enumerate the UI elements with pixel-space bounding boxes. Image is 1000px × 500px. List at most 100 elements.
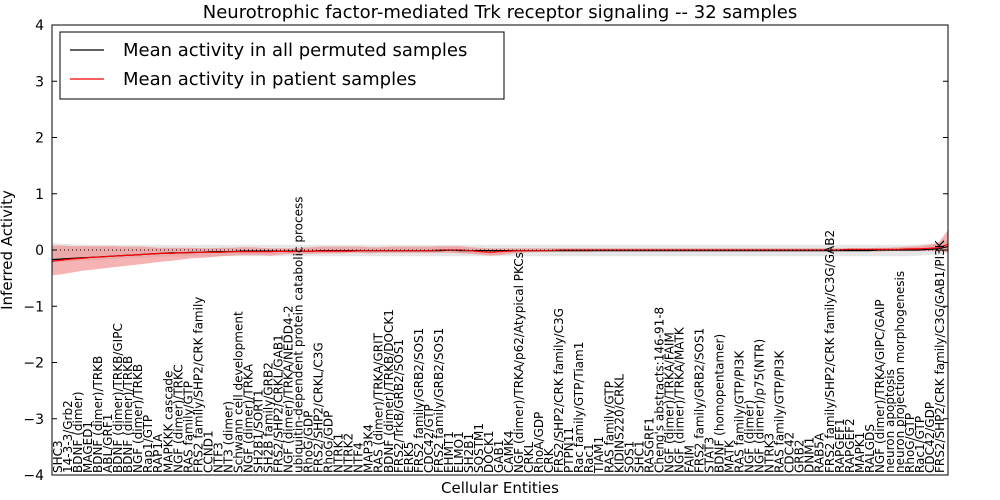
entity-label: CDC42 — [783, 432, 797, 473]
entity-label: FRS2 family/SHP2/CRK family — [191, 297, 205, 473]
entity-label: RAS family/GTP/PI3K — [733, 349, 747, 472]
entity-label: SHC3 — [51, 440, 65, 473]
entity-label: BDNF (dimer)/TRKB — [91, 356, 105, 473]
entity-label: NGF (dimer)/TRKA/NEDD4-2 — [282, 305, 296, 473]
entity-label: FAIM — [682, 445, 696, 473]
entity-label: RASGRF1 — [642, 417, 656, 473]
entity-label: SHC1 — [632, 440, 646, 473]
entity-label: RAP1A — [151, 433, 165, 473]
entity-label: SOS1 — [622, 441, 636, 473]
entity-label: FRS2 family/GRB2/SOS1 — [693, 328, 707, 473]
entity-label: FRS2/SHP2/CRK family/C3G — [552, 308, 566, 473]
y-tick-label: −1 — [23, 299, 44, 315]
y-tick-label: 4 — [35, 18, 44, 34]
y-tick-label: 1 — [35, 187, 44, 203]
entity-label: CDC42/GTP — [422, 404, 436, 473]
entity-label: CRKL — [522, 441, 536, 473]
legend-label-permuted: Mean activity in all permuted samples — [123, 40, 467, 61]
entity-label: Rap1/GTP — [141, 415, 155, 473]
entity-label: RAS family/GTP/PI3K — [773, 350, 787, 473]
y-tick-label: −4 — [23, 468, 44, 484]
entity-label: NTRK2 — [342, 433, 356, 473]
entity-label: MAPK1 — [853, 432, 867, 473]
entity-label: GRB2 — [793, 440, 807, 474]
entity-label: 14-3-3/Grb2 — [61, 400, 75, 473]
entity-label: RAS (dimer)/TRKA/GRIT — [372, 332, 386, 473]
entity-label: PTPN11 — [562, 427, 576, 473]
entity-label: neuron apoptosis — [883, 369, 897, 473]
entity-label: RAB5A — [813, 432, 827, 473]
entity-label: GAB1 — [492, 440, 506, 473]
entity-label: RAPGEF1 — [833, 418, 847, 473]
entity-label: BDNF (dimer)/TRKB — [121, 356, 135, 473]
entity-label: CCND1 — [201, 430, 215, 473]
entity-label: SQSTM1 — [472, 423, 486, 473]
entity-label: NTRK1 — [332, 433, 346, 473]
entity-label: FRS2 family/GRB2/SOS1 — [432, 328, 446, 473]
y-tick-label: −2 — [23, 356, 44, 372]
entity-label: FRS2/SHP2/CRK family/C3G/GAB1/PI3K — [933, 239, 947, 473]
entity-label: RALGDS — [863, 424, 877, 473]
entity-label: neuron projection morphogenesis — [893, 271, 907, 473]
entity-label: NGF (dimer)/TRKB — [131, 364, 145, 473]
entity-label: ERK5 — [402, 442, 416, 473]
entity-label: NGF (dimer)/TRKA — [241, 363, 255, 473]
entity-label: NGF (dimer)/TRKA/GIPC/GAIP — [873, 299, 887, 473]
entity-label: EHMT1 — [442, 431, 456, 473]
y-axis-label: Inferred Activity — [0, 190, 16, 310]
entity-label: CRK — [542, 447, 556, 473]
entity-label: ubiquitin-dependent protein catabolic pr… — [292, 197, 306, 473]
legend-box — [59, 31, 505, 100]
entity-label: NGF (dimer)/p75(NTR) — [753, 339, 767, 473]
entity-label: Cheng's abstracts:146-91-8 — [652, 307, 666, 473]
entity-label: Rac1/GTP — [913, 416, 927, 473]
entity-label: BDNF (homopentamer) — [713, 334, 727, 473]
entity-label: NGF (dimer)/TRKA/MATK — [672, 326, 686, 473]
band-patient — [52, 230, 948, 276]
entity-label: BDNF (dimer)/TRKB/GIPC — [111, 323, 125, 473]
x-axis-label: Cellular Entities — [441, 479, 559, 497]
chart-legend: Mean activity in all permuted samples Me… — [59, 31, 505, 100]
entity-label: NTF3 — [211, 442, 225, 473]
entity-label: RhoG/GDP — [322, 411, 336, 473]
entity-label: RAS family/GTP — [181, 381, 195, 473]
entity-label: SH2B1/SORT1 — [252, 389, 266, 473]
entity-label: Rac family/GTP/Tiam1 — [572, 342, 586, 473]
y-tick-label: 2 — [35, 131, 44, 147]
entity-label: RhoG/GTP — [903, 413, 917, 473]
entity-label: SH2B family/GRB2 — [262, 362, 276, 473]
entity-label: CAMK4 — [502, 431, 516, 473]
y-axis-ticks: 4 3 2 1 0 −1 −2 −3 −4 — [23, 18, 948, 484]
entity-label: FRS2/SHP2/CRKL/GAB1 — [272, 334, 286, 473]
entity-label: BDNF (dimer) — [71, 391, 85, 473]
y-tick-label: 3 — [35, 74, 44, 90]
chart-title: Neurotrophic factor-mediated Trk recepto… — [203, 2, 797, 23]
entity-label: MAGED1 — [81, 421, 95, 473]
entity-label: RAPGEF2 — [843, 418, 857, 473]
entity-label: MAP3K4 — [362, 424, 376, 473]
entity-label: NTRK3 — [763, 433, 777, 473]
entity-label: NGF (dimer)/TRKA/FAIM — [662, 332, 676, 473]
entity-label: ABL/GRF1 — [101, 414, 115, 473]
entity-label: NGF (dimer)/TRKA/p62/Atypical PKCs — [512, 252, 526, 473]
entity-label: NTF4 — [352, 442, 366, 473]
entity-label: RhoG/GDP — [302, 411, 316, 473]
entity-label: RAS family/GTP — [602, 381, 616, 473]
entity-label: FRS2/SHP2/CRKL/C3G — [312, 342, 326, 473]
entity-label: FRS2/TrkB/GRB2/SOS1 — [392, 339, 406, 473]
entity-label: BDNF (dimer)/TRKB/DOCK1 — [382, 309, 396, 473]
entity-label: RhoA/GDP — [532, 412, 546, 473]
y-tick-label: −3 — [23, 412, 44, 428]
entity-label: NT3 (dimer) — [221, 401, 235, 473]
entity-label: CDC42/GDP — [923, 402, 937, 473]
entity-label: SH2B1 — [462, 433, 476, 473]
entity-label: Schwann cell development — [231, 311, 245, 473]
entity-label: STAT3 — [703, 437, 717, 473]
legend-label-patient: Mean activity in patient samples — [123, 69, 417, 90]
entity-label: DNM1 — [803, 437, 817, 473]
series-line-patient — [51, 243, 949, 262]
entity-label: ELMO1 — [452, 431, 466, 473]
entity-label: MATK — [723, 439, 737, 473]
